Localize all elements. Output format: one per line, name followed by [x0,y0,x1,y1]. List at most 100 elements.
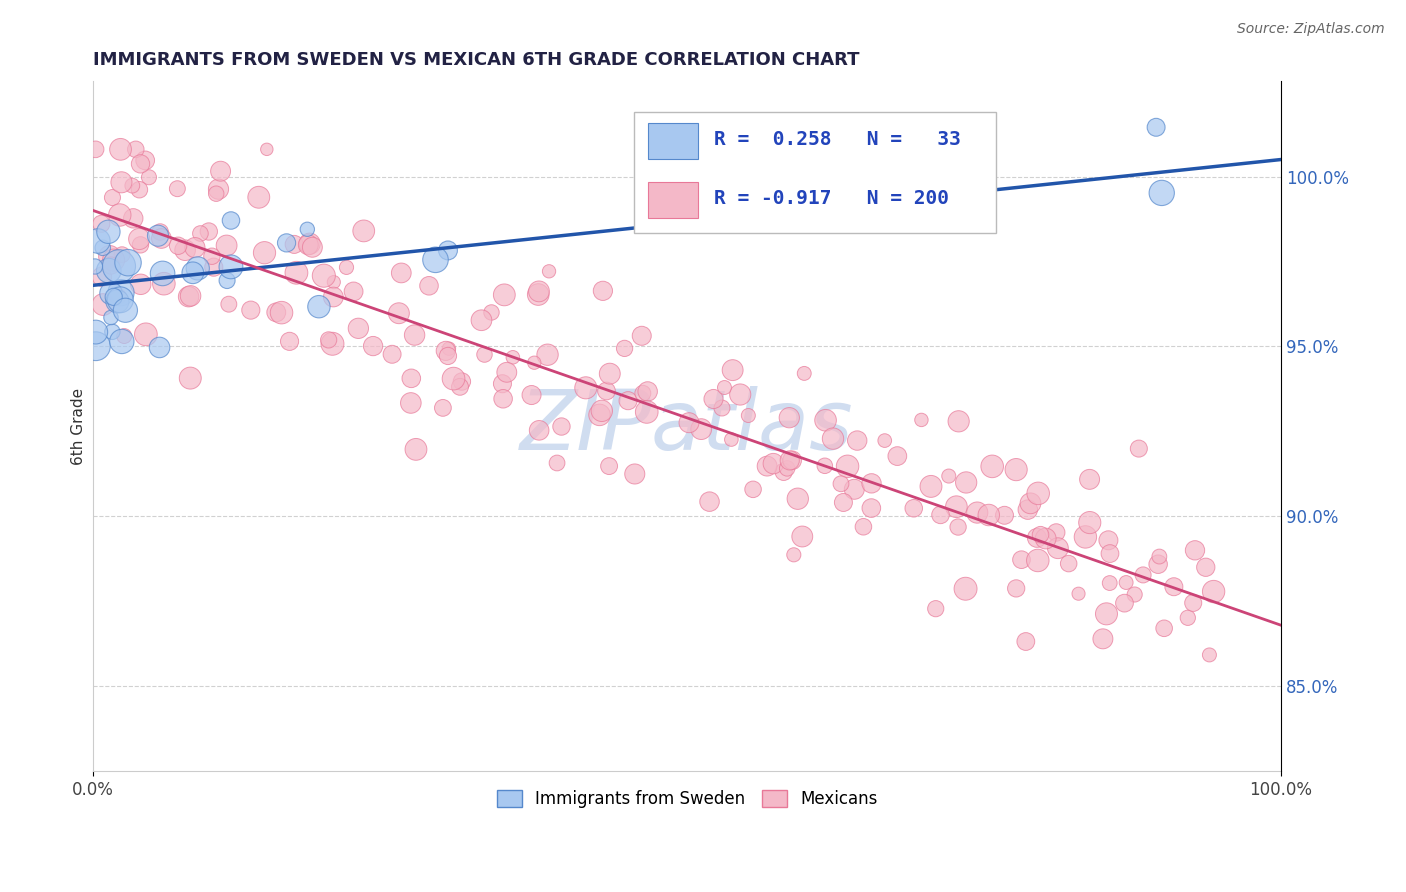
Point [910,413,932,427]
Point [981,459,1004,474]
Point [793,367,815,381]
Point [772,465,794,479]
Point [103,290,125,304]
Point [925,601,948,615]
Point [527,287,550,301]
Point [920,479,942,493]
Point [298,236,321,251]
Point [149,225,172,239]
Point [247,190,270,204]
Point [502,351,524,365]
Point [786,491,808,506]
Point [1078,516,1101,530]
Point [527,285,550,299]
FancyBboxPatch shape [648,182,697,218]
Point [97,263,120,277]
Point [218,297,240,311]
Point [523,356,546,370]
Point [1115,575,1137,590]
Point [945,500,967,514]
Point [1144,120,1167,135]
Point [100,310,122,325]
Point [177,290,200,304]
Point [114,303,136,318]
Point [1132,568,1154,582]
Point [297,222,319,236]
Point [84,260,107,274]
Point [117,255,139,269]
Point [778,410,800,425]
Point [699,494,721,508]
Point [110,293,132,307]
Point [1147,558,1170,572]
Point [134,153,156,168]
Point [122,211,145,226]
Point [599,367,621,381]
Point [399,396,422,410]
Text: ZIPatlas: ZIPatlas [520,386,853,467]
Point [1150,186,1173,200]
Point [148,341,170,355]
Point [437,342,460,356]
Point [955,582,977,596]
Point [101,190,124,204]
Point [631,386,654,401]
Point [105,294,128,309]
Point [98,250,121,264]
Point [87,234,110,248]
Point [537,264,560,278]
Point [852,520,875,534]
Point [108,259,131,273]
Point [1067,587,1090,601]
Point [814,458,837,473]
Point [276,235,298,250]
Point [111,334,134,349]
Point [623,467,645,481]
Point [110,175,132,189]
Text: R = -0.917   N = 200: R = -0.917 N = 200 [714,189,949,208]
Point [146,228,169,243]
Point [873,434,896,448]
Point [84,142,107,156]
Point [1114,596,1136,610]
Point [256,142,278,156]
Point [187,261,209,276]
Point [1177,611,1199,625]
Point [1182,596,1205,610]
Point [404,328,426,343]
Point [1163,580,1185,594]
Point [150,231,173,245]
Point [107,289,129,303]
Text: IMMIGRANTS FROM SWEDEN VS MEXICAN 6TH GRADE CORRELATION CHART: IMMIGRANTS FROM SWEDEN VS MEXICAN 6TH GR… [93,51,859,69]
Point [595,384,617,398]
Point [129,237,152,252]
Point [166,182,188,196]
Point [108,208,131,222]
Point [318,333,340,347]
Point [492,392,515,406]
Point [742,483,765,497]
Point [121,178,143,193]
Point [239,303,262,318]
Point [181,266,204,280]
Point [219,213,242,227]
Point [821,432,844,446]
Point [449,380,471,394]
Point [637,384,659,399]
Point [219,260,242,274]
Point [180,289,202,303]
Point [1035,532,1057,546]
Point [1017,502,1039,516]
Point [591,404,613,418]
Point [792,529,814,543]
Point [112,329,135,343]
Point [388,306,411,320]
Point [1184,543,1206,558]
Point [335,260,357,275]
Point [125,142,148,156]
Point [129,277,152,292]
Point [103,253,125,268]
Point [389,266,412,280]
Point [636,405,658,419]
Point [1045,525,1067,540]
